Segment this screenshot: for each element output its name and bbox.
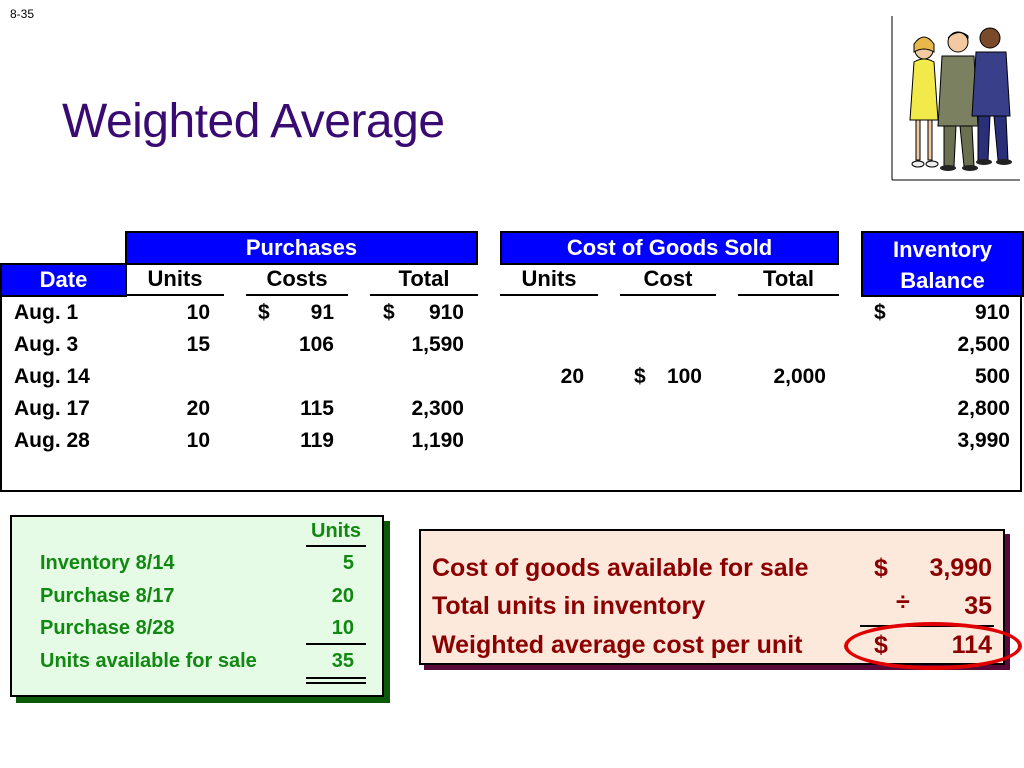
slide-number: 8-35 [10,7,35,21]
cogs-header: Cost of Goods Sold [500,231,839,265]
units-item-value: 5 [342,552,354,574]
col-header-purchase-units: Units [126,266,224,296]
row-balance: 910 [974,301,1010,324]
inventory-balance-header: Inventory Balance [861,231,1024,297]
row-purchase-cost: 106 [298,333,334,356]
col-header-cogs-cost: Cost [620,266,716,296]
row-cogs-cost-symbol: $ [634,365,646,388]
inventory-header-line2: Balance [900,268,985,293]
highlight-oval [844,622,1022,670]
row-cogs-cost: 100 [666,365,702,388]
row-purchase-units: 10 [186,429,210,452]
units-header: Units [306,520,366,547]
units-item-value: 10 [331,617,354,639]
row-cogs-total: 2,000 [773,365,826,388]
slide-title: Weighted Average [62,95,445,148]
units-item-label: Inventory 8/14 [40,552,175,574]
units-item-value: 20 [331,585,354,607]
inventory-table [0,296,1022,492]
row-purchase-cost: 119 [300,429,334,452]
cost-line-value: 35 [964,592,992,620]
row-date: Aug. 17 [14,397,90,420]
cost-line-value: 3,990 [929,554,992,582]
cost-line-label: Weighted average cost per unit [432,631,803,659]
purchases-header: Purchases [125,231,478,265]
row-date: Aug. 28 [14,429,90,452]
row-purchase-total: 2,300 [411,397,464,420]
row-balance-symbol: $ [874,301,886,324]
row-cost-symbol: $ [258,301,270,324]
cost-line-symbol: $ [874,554,888,582]
row-balance: 2,500 [957,333,1010,356]
row-purchase-cost: 115 [300,397,334,420]
row-purchase-units: 20 [186,397,210,420]
row-cogs-units: 20 [560,365,584,388]
col-header-cogs-units: Units [500,266,598,296]
cost-line-label: Cost of goods available for sale [432,554,809,582]
units-total-label: Units available for sale [40,650,257,672]
inventory-header-line1: Inventory [892,237,993,262]
business-people-clipart-icon [891,16,1020,181]
col-header-purchase-total: Total [370,266,478,296]
row-purchase-total: 1,190 [411,429,464,452]
divide-icon: ÷ [896,588,910,616]
row-total-symbol: $ [383,301,395,324]
row-purchase-total: 1,590 [411,333,464,356]
row-date: Aug. 3 [14,333,79,356]
cost-line-label: Total units in inventory [432,592,706,620]
row-purchase-total: 910 [428,301,464,324]
row-balance: 500 [974,365,1010,388]
row-purchase-units: 10 [186,301,210,324]
col-header-cogs-total: Total [738,266,839,296]
row-purchase-units: 15 [186,333,210,356]
row-balance: 3,990 [957,429,1010,452]
date-header: Date [0,263,127,297]
units-subtotal-rule [306,643,366,645]
row-balance: 2,800 [957,397,1010,420]
units-item-label: Purchase 8/17 [40,585,175,607]
units-item-label: Purchase 8/28 [40,617,175,639]
col-header-purchase-costs: Costs [246,266,348,296]
units-double-rule [306,677,366,684]
row-purchase-cost: 91 [310,301,334,324]
row-date: Aug. 1 [14,301,79,324]
units-total-value: 35 [331,650,354,672]
row-date: Aug. 14 [14,365,90,388]
